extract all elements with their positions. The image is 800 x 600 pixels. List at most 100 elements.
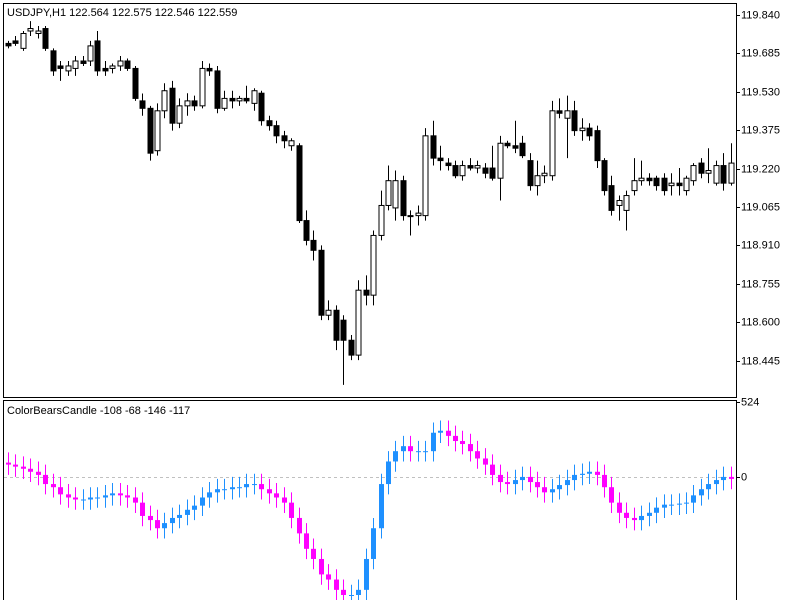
candle-body [497, 142, 504, 179]
candle-body [556, 110, 563, 114]
candle-body [244, 484, 249, 488]
candle-body [326, 574, 331, 580]
candle-body [683, 177, 690, 192]
candle-body [58, 487, 63, 495]
candle-body [230, 487, 235, 490]
candle-body [27, 28, 34, 32]
candle-body [289, 502, 294, 518]
candle-body [356, 589, 361, 595]
candle-body [95, 497, 100, 499]
candle-body [288, 140, 295, 147]
candle-body [259, 484, 264, 490]
candle-body [408, 446, 413, 452]
candle-body [140, 502, 145, 516]
candle-body [185, 509, 190, 515]
candle-body [102, 67, 109, 72]
candle-body [50, 50, 57, 72]
candle-body [169, 87, 176, 124]
y-tick-label: 118.445 [741, 355, 780, 367]
candle-body [184, 100, 191, 107]
candle-body [267, 489, 272, 494]
candle-body [334, 579, 339, 590]
candle-body [311, 548, 316, 559]
candle-body [557, 485, 562, 490]
candle-body [251, 90, 258, 104]
candle-body [400, 180, 407, 217]
candle-body [148, 515, 153, 521]
candle-body [505, 482, 510, 485]
candle-body [490, 464, 495, 475]
candle-body [482, 167, 489, 174]
candle-body [609, 487, 614, 503]
y-tick-label: 119.685 [741, 47, 780, 59]
candle-body [638, 177, 645, 182]
candle-body [617, 502, 622, 513]
candle-body [215, 489, 220, 493]
candle-body [297, 517, 302, 534]
candle-body [370, 234, 377, 296]
y-tick-label: 119.220 [741, 163, 780, 175]
candle-body [333, 309, 340, 341]
candle-body [73, 497, 78, 500]
candle-body [699, 489, 704, 496]
candle-body [12, 40, 19, 44]
candle-body [304, 533, 309, 549]
candle-body [139, 100, 146, 109]
candle-body [527, 160, 534, 187]
candle-body [720, 165, 727, 184]
candle-body [608, 185, 615, 211]
candle-body [690, 165, 697, 182]
candle-body [6, 462, 11, 465]
candle-body [36, 471, 41, 475]
candle-body [94, 40, 101, 72]
candle-body [706, 484, 711, 490]
candle-body [51, 484, 56, 488]
candle-body [349, 594, 354, 596]
candle-body [43, 474, 48, 485]
candle-body [310, 239, 317, 251]
candle-body [161, 90, 168, 112]
candle-body [13, 464, 18, 467]
candle-body [714, 480, 719, 485]
candle-body [489, 167, 496, 179]
candle-body [565, 480, 570, 486]
candle-body [602, 474, 607, 488]
candle-body [474, 165, 481, 169]
candle-body [415, 212, 422, 217]
panel-title: USDJPY,H1 122.564 122.575 122.546 122.55… [7, 7, 237, 19]
candle-body [191, 100, 198, 107]
candle-body [5, 42, 12, 47]
candle-body [407, 215, 414, 218]
candle-body [705, 170, 712, 174]
candle-body [512, 145, 519, 149]
candle-body [662, 504, 667, 508]
y-tick-label: 119.530 [741, 86, 780, 98]
candle-body [624, 512, 629, 518]
candle-body [273, 125, 280, 137]
candle-body [303, 220, 310, 241]
candle-body [580, 473, 585, 475]
candle-body [668, 182, 675, 187]
candle-body [214, 70, 221, 109]
plot-area [5, 21, 735, 385]
candle-body [355, 289, 362, 356]
candle-body [207, 492, 212, 498]
candle-body [453, 435, 458, 442]
candle-body [520, 476, 525, 481]
candle-body [87, 45, 94, 62]
candle-body [28, 468, 33, 472]
candle-body [721, 476, 726, 481]
candle-body [222, 489, 227, 491]
candle-body [124, 60, 131, 69]
candle-body [616, 200, 623, 206]
candle-body [200, 497, 205, 506]
candle-body [88, 497, 93, 500]
candle-body [483, 458, 488, 465]
candle-body [542, 487, 547, 493]
candle-body [125, 495, 130, 498]
candle-body [348, 339, 355, 356]
candle-body [623, 195, 630, 211]
y-tick-label: 119.375 [741, 124, 780, 136]
candle-body [528, 476, 533, 483]
